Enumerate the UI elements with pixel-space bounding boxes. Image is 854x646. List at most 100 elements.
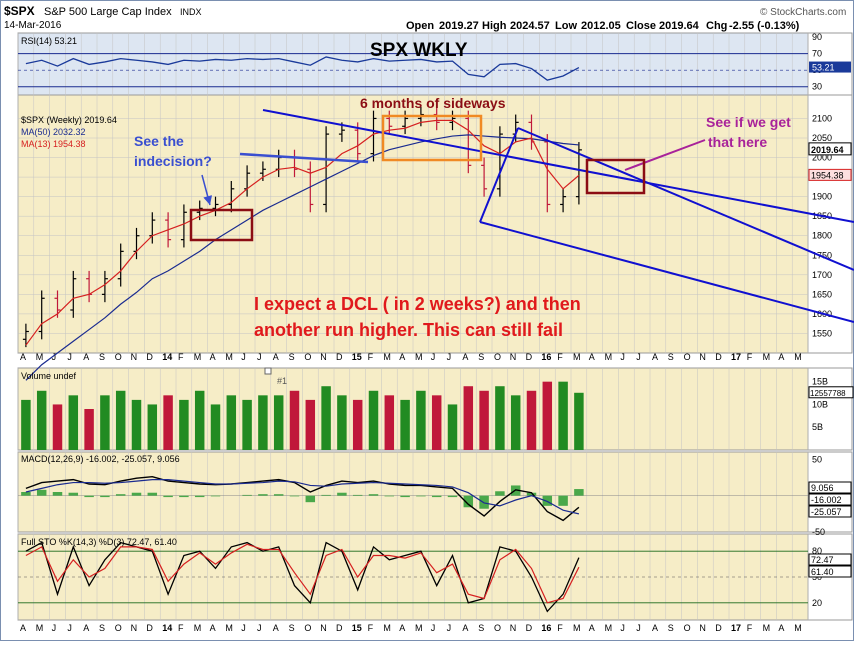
macd-histogram-bar [131,492,142,496]
sto-d-line [25,543,580,604]
rsi-y-tick: 30 [812,82,822,92]
x-tick-label: M [383,352,391,362]
open-label: Open [406,20,434,32]
macd-last-label: -16.002 [811,495,842,505]
volume-bar [194,390,205,450]
x-tick-label-bottom: D [336,623,343,633]
price-y-tick: 2000 [812,153,832,163]
x-tick-label-bottom: J [431,623,436,633]
macd-histogram-bar [21,492,31,496]
volume-bar [542,381,553,450]
chart-title-annotation: SPX WKLY [370,40,468,61]
volume-bar [337,395,347,450]
macd-histogram-bar [84,495,94,498]
x-tick-label: F [557,352,563,362]
channel-left-line [479,127,519,223]
x-tick-label: F [368,352,374,362]
x-tick-label-bottom: A [83,623,89,633]
volume-bar [463,386,474,450]
chg-label: Chg [706,20,727,32]
x-tick-label-bottom: F [368,623,374,633]
macd-histogram-bar [384,495,395,497]
volume-bar [431,395,442,450]
volume-last-badge [808,386,854,399]
volume-bar [305,399,316,450]
volume-last-label: 12557788 [810,389,846,398]
volume-y-tick: 5B [812,422,823,432]
x-tick-label-bottom: J [257,623,262,633]
macd-histogram-bar [352,494,363,496]
price-axis-bg [807,94,853,354]
sto-y-tick: 20 [812,598,822,608]
macd-histogram-bar [447,495,458,498]
macd-histogram-bar [258,494,268,496]
rsi-y-tick: 70 [812,49,822,59]
macd-histogram-bar [194,495,205,498]
x-tick-label-bottom: J [67,623,72,633]
volume-bar [52,404,63,450]
x-tick-label: 16 [541,352,551,362]
x-tick-label-bottom: 16 [541,623,551,633]
ma50-line [25,134,579,381]
price-y-tick: 2050 [812,133,832,143]
x-tick-label-bottom: J [52,623,57,633]
sto-last-label: 72.47 [811,555,834,565]
macd-histogram-bar [526,492,537,496]
volume-bar [210,404,221,450]
high-value: 2024.57 [510,20,550,32]
sideways-annotation: 6 months of sideways [360,95,506,111]
rsi-last-badge [809,61,851,73]
volume-bar [416,390,426,450]
date-label: 14-Mar-2016 [4,20,62,31]
macd-last-label: 9.056 [811,483,834,493]
volume-bar [179,399,189,450]
sto-last-badge [808,553,852,566]
x-tick-label: O [304,352,311,362]
x-tick-label-bottom: N [699,623,706,633]
x-tick-label-bottom: N [320,623,327,633]
x-tick-label: S [289,352,295,362]
macd-histogram-bar [36,489,47,496]
volume-bar [21,399,31,450]
x-tick-label-bottom: A [273,623,279,633]
x-tick-label: J [447,352,452,362]
x-tick-label: D [526,352,533,362]
x-tick-label-bottom: M [415,623,423,633]
close-last-badge [808,142,852,156]
x-tick-label: O [115,352,122,362]
channel-lower-line [479,221,854,323]
macd-last-label: -25.057 [811,507,842,517]
channel-upper-line [262,109,854,223]
x-tick-label: M [415,352,423,362]
macd-histogram-bar [242,494,252,496]
volume-bar [352,399,363,450]
indecision-annotation-line1: See the [134,133,184,149]
volume-bar [131,399,142,450]
x-tick-label: A [462,352,468,362]
marker-square [264,367,272,375]
x-tick-label-bottom: A [20,623,26,633]
macd-histogram-bar [495,491,505,496]
volume-bar [273,395,284,450]
volume-bar [36,390,47,450]
x-tick-label-bottom: D [715,623,722,633]
x-tick-label-bottom: A [778,623,784,633]
x-tick-label-bottom: O [115,623,122,633]
seeif-arrow [624,139,706,171]
x-tick-label-bottom: A [462,623,468,633]
macd-last-badge [808,481,852,494]
x-tick-label: A [20,352,26,362]
volume-bar [100,395,110,450]
volume-y-tick: 10B [812,399,828,409]
macd-histogram-bar [321,494,331,496]
brand-label: © StockCharts.com [760,7,846,18]
macd-histogram-bar [558,495,568,506]
x-tick-label: 17 [731,352,741,362]
macd-last-badge [808,493,852,506]
rsi-last-label: 53.21 [812,63,835,73]
x-tick-label-bottom: M [605,623,613,633]
sto-last-badge [808,565,852,578]
macd-y-tick: -50 [812,527,825,537]
x-tick-label-bottom: J [447,623,452,633]
